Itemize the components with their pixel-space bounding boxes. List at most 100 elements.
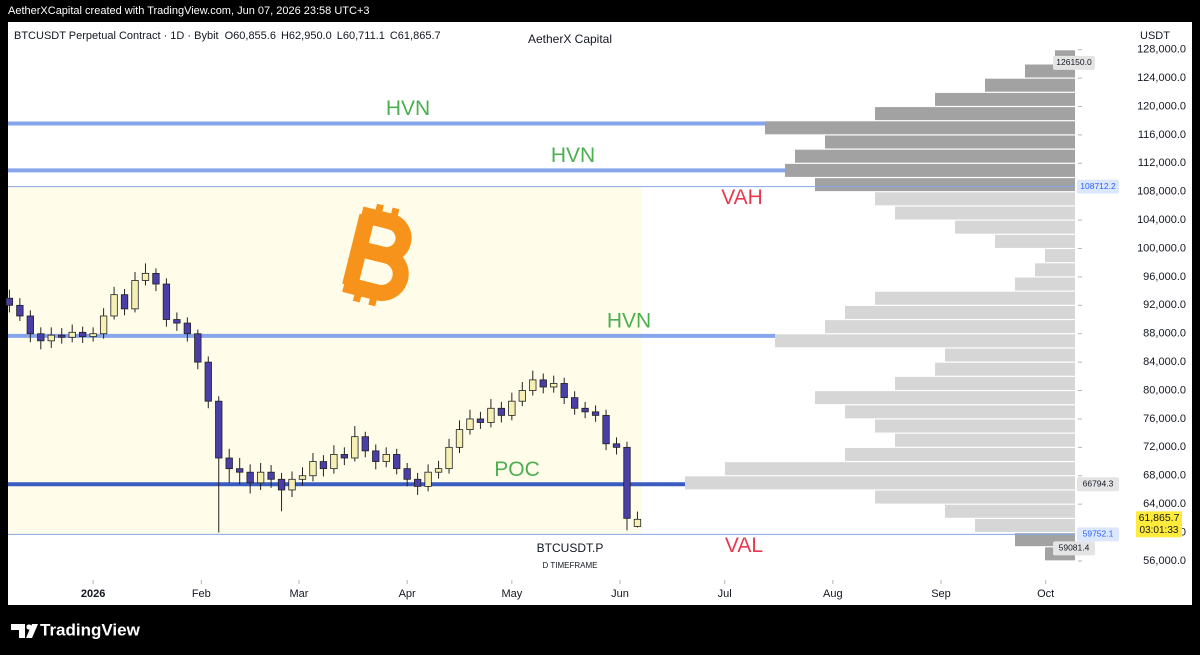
y-tick-label: 92,000.0 — [1143, 299, 1186, 311]
candle-body — [424, 471, 432, 487]
candle-body — [413, 478, 422, 487]
y-tick-label: 76,000.0 — [1143, 413, 1186, 425]
x-tick-label: Oct — [1037, 588, 1054, 600]
candle-body — [215, 400, 223, 459]
y-tick-label: 120,000.0 — [1137, 100, 1186, 112]
profile-bar — [875, 192, 1075, 206]
candle-body — [497, 407, 506, 416]
y-tick-label: 72,000.0 — [1143, 441, 1186, 453]
y-tick-label: 124,000.0 — [1137, 72, 1186, 84]
candle-body — [267, 471, 275, 480]
bitcoin-logo — [342, 203, 412, 307]
y-tick-label: 80,000.0 — [1143, 384, 1186, 396]
logo-lower-bowl — [342, 240, 409, 301]
candle-body — [560, 383, 568, 399]
logo-mark-right — [26, 624, 38, 638]
profile-bar — [985, 78, 1075, 92]
candle-body — [434, 468, 443, 473]
candle-body — [518, 390, 526, 402]
ohlc-high: H62,950.0 — [281, 30, 332, 42]
candle-body — [382, 454, 390, 462]
candle-body — [508, 400, 516, 416]
y-tick-label: 116,000.0 — [1138, 129, 1186, 141]
y-tick-label: 88,000.0 — [1143, 328, 1186, 340]
candle-body — [162, 283, 171, 320]
y-tick-label: 108,000.0 — [1137, 186, 1186, 198]
candle-body — [131, 280, 139, 310]
currency-label: USDT — [1140, 30, 1170, 42]
candle-body — [309, 461, 317, 477]
profile-bar — [825, 320, 1075, 334]
price-tag-bg — [1053, 541, 1095, 556]
y-tick-label: 68,000.0 — [1143, 470, 1186, 482]
candle-body — [194, 333, 202, 363]
price-tag: 108712.2 — [1080, 181, 1116, 191]
price-tag-bg — [1077, 179, 1119, 194]
candle-body — [351, 436, 359, 459]
ohlc-close: C61,865.7 — [390, 30, 441, 42]
footer-brand: TradingView — [40, 620, 141, 639]
logo-mark-left — [11, 624, 25, 638]
candle-body — [256, 471, 265, 484]
profile-bar — [845, 447, 1075, 461]
candle-body — [403, 468, 411, 480]
candle-body — [539, 379, 547, 388]
candle-body — [246, 471, 254, 484]
profile-bar — [895, 376, 1075, 390]
ohlc-low: L60,711.1 — [337, 30, 385, 42]
profile-bar — [945, 504, 1075, 518]
profile-bar — [815, 178, 1075, 192]
profile-bar — [845, 305, 1075, 319]
profile-bar — [935, 362, 1075, 376]
candle-body — [89, 333, 97, 337]
candle-body — [204, 361, 212, 402]
price-tag-bg — [1053, 55, 1095, 70]
x-tick-label: Feb — [192, 588, 211, 600]
candle-body — [602, 414, 610, 445]
candle-body — [16, 304, 24, 317]
profile-bar — [875, 490, 1075, 504]
price-tag-bg — [1077, 527, 1119, 542]
last-price-bg — [1136, 511, 1182, 538]
level-label: POC — [494, 458, 540, 481]
candle-body — [152, 272, 160, 285]
countdown: 03:01:33 — [1140, 525, 1179, 536]
candles — [5, 263, 642, 533]
x-tick-label: Apr — [399, 588, 416, 600]
chart-title: AetherX Capital — [528, 32, 612, 46]
candle-body — [110, 294, 118, 317]
candle-body — [141, 272, 150, 281]
profile-bar — [845, 405, 1075, 419]
level-label: HVN — [607, 309, 651, 332]
profile-bar — [975, 518, 1075, 532]
symbol-info: BTCUSDT Perpetual Contract · 1D · Bybit — [14, 30, 219, 42]
candle-body — [393, 454, 401, 470]
level-label: VAL — [725, 534, 763, 557]
candle-body — [623, 446, 631, 519]
last-price: 61,865.7 — [1139, 512, 1180, 524]
ohlc-open: O60,855.6 — [225, 30, 276, 42]
candle-body — [99, 315, 108, 335]
price-tag: 59081.4 — [1059, 543, 1090, 553]
footer-logo — [11, 624, 38, 638]
profile-bar — [875, 419, 1075, 433]
candle-body — [26, 315, 34, 335]
profile-bar — [775, 334, 1075, 348]
y-tick-label: 56,000.0 — [1143, 555, 1186, 567]
candle-body — [487, 407, 495, 423]
profile-bar — [685, 476, 1075, 490]
levels — [8, 121, 1075, 535]
level-label: HVN — [551, 144, 595, 167]
logo-ticks — [352, 203, 400, 307]
candle-body — [277, 478, 286, 491]
candle-body — [445, 446, 453, 470]
profile-bar — [825, 135, 1075, 149]
profile-bar — [1015, 277, 1075, 291]
x-tick-label: 2026 — [81, 588, 105, 600]
candle-body — [47, 334, 55, 342]
profile-bar — [895, 206, 1075, 220]
symbol-header: BTCUSDT Perpetual Contract · 1D · Bybit O… — [14, 30, 441, 42]
price-tag: 126150.0 — [1056, 57, 1092, 67]
candle-body — [288, 478, 296, 491]
